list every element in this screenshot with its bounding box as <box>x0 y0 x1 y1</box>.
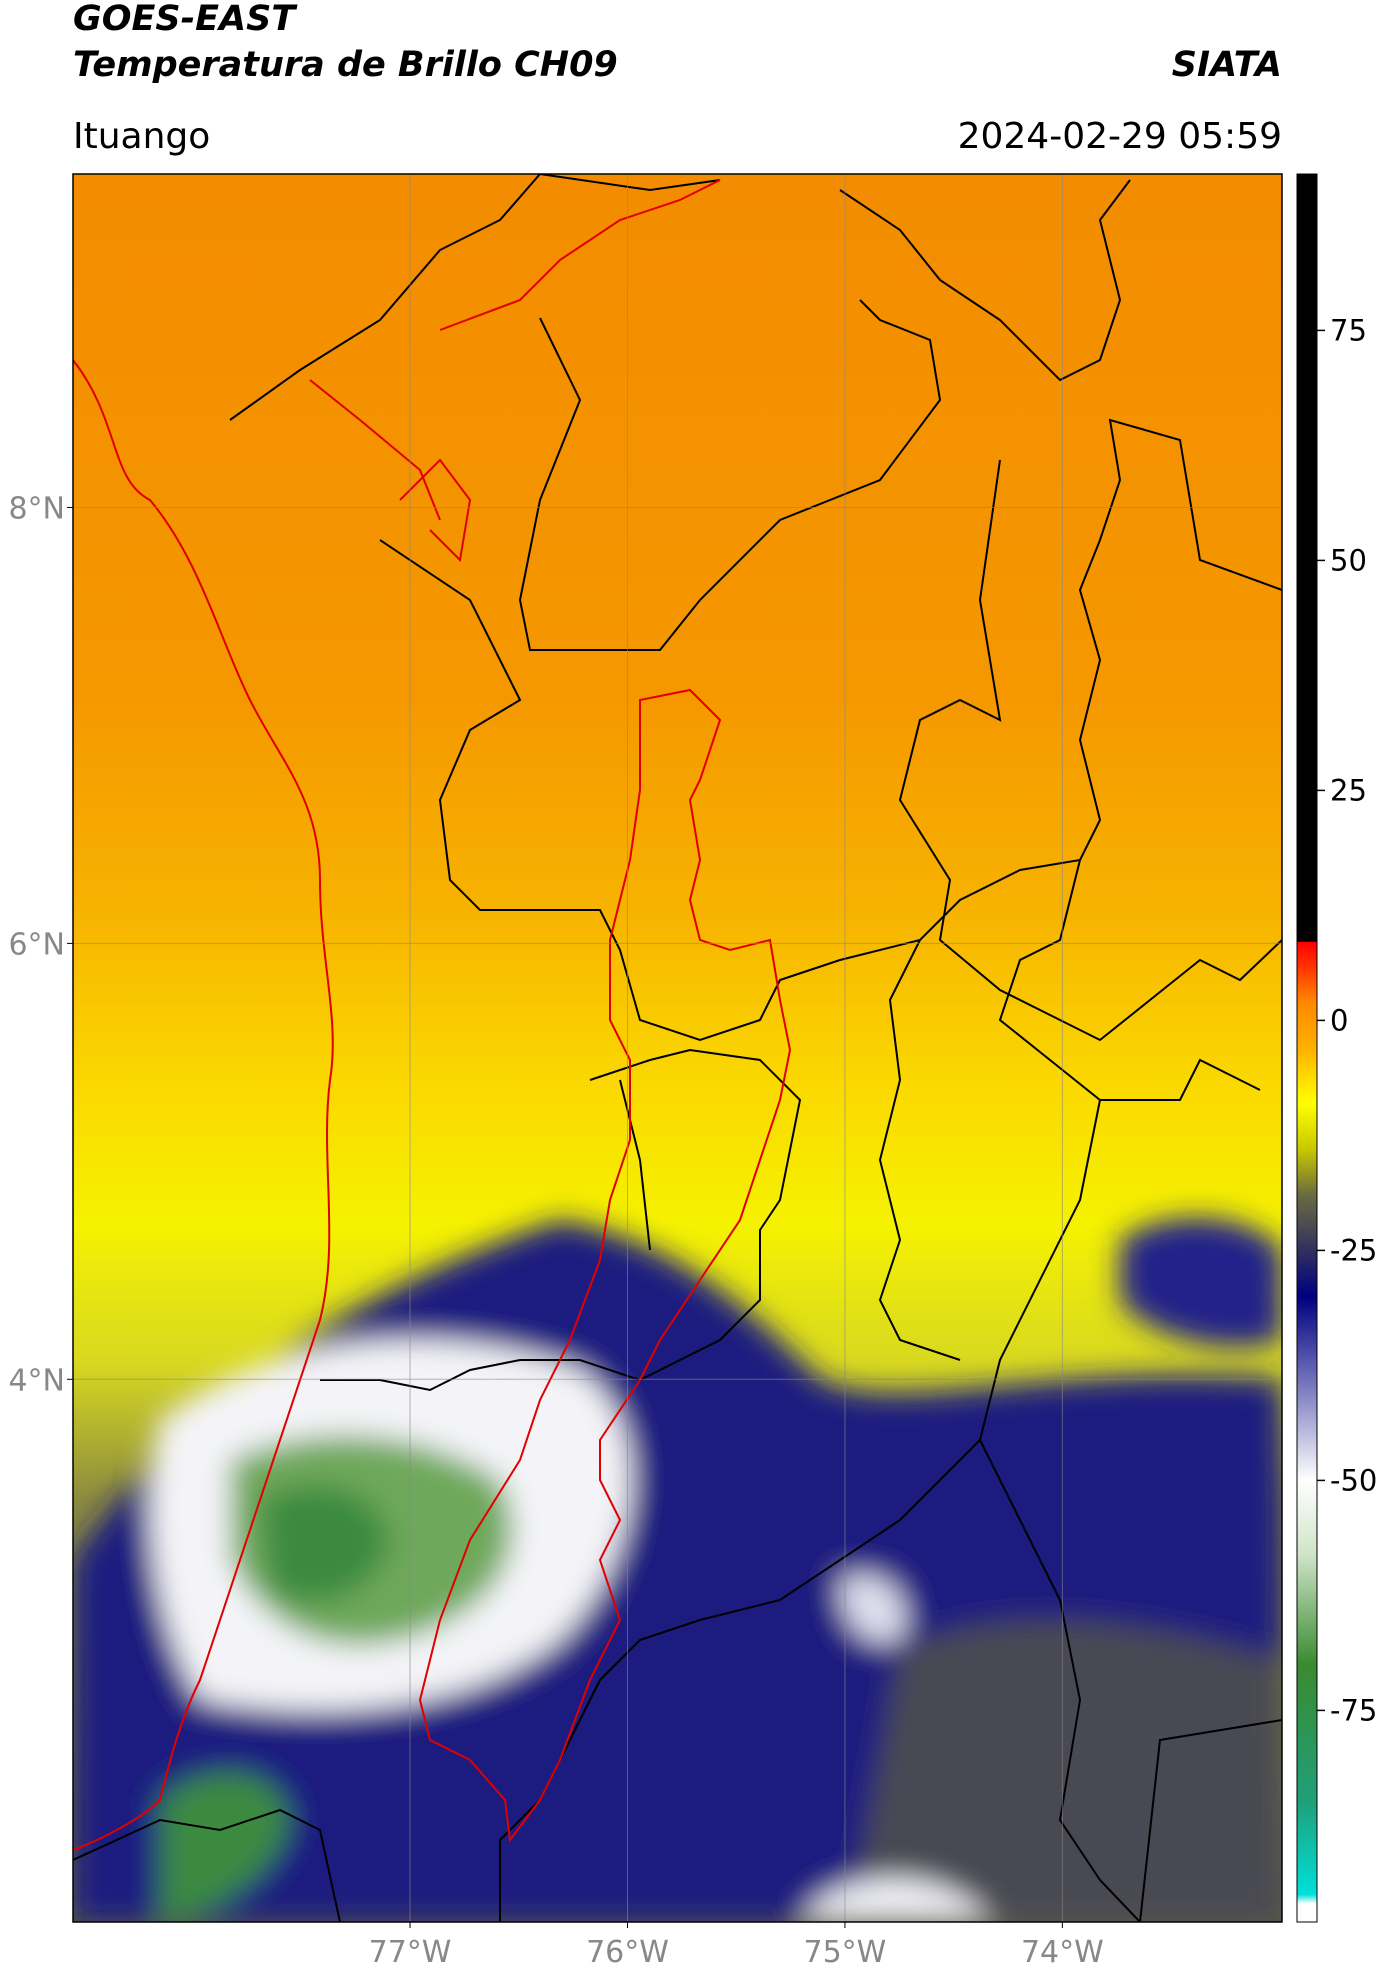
colorbar-tick-label: 25 <box>1330 773 1367 807</box>
admin-borders <box>73 174 1282 1922</box>
colorbar-tick-label: -75 <box>1330 1693 1377 1727</box>
colorbar-tick-label: 0 <box>1330 1003 1348 1037</box>
colorbar-tick-label: -25 <box>1330 1233 1377 1267</box>
graticule: 8°N 6°N 4°N 77°W 76°W 75°W 74°W <box>8 174 1282 1970</box>
source: SIATA <box>1172 45 1282 85</box>
subtitle: Temperatura de Brillo CH09 <box>73 45 618 85</box>
timestamp: 2024-02-29 05:59 <box>958 116 1282 157</box>
location: Ituango <box>73 116 210 157</box>
lon-tick-label: 74°W <box>1021 1935 1104 1970</box>
colorbar-tick-label: 50 <box>1330 543 1367 577</box>
lon-tick-label: 76°W <box>586 1935 669 1970</box>
lat-tick-label: 6°N <box>8 927 65 962</box>
lon-tick-label: 75°W <box>804 1935 887 1970</box>
colorbar-tick-label: 75 <box>1330 313 1367 347</box>
colorbar <box>1296 173 1318 1923</box>
cloud-field <box>73 1217 1282 1922</box>
lon-tick-label: 77°W <box>369 1935 452 1970</box>
colorbar-tick-label: -50 <box>1330 1463 1377 1497</box>
map-frame <box>72 173 1283 1923</box>
lat-tick-label: 4°N <box>8 1363 65 1398</box>
lat-tick-label: 8°N <box>8 491 65 526</box>
map-image <box>73 174 1282 1922</box>
title: GOES-EAST <box>73 0 298 39</box>
